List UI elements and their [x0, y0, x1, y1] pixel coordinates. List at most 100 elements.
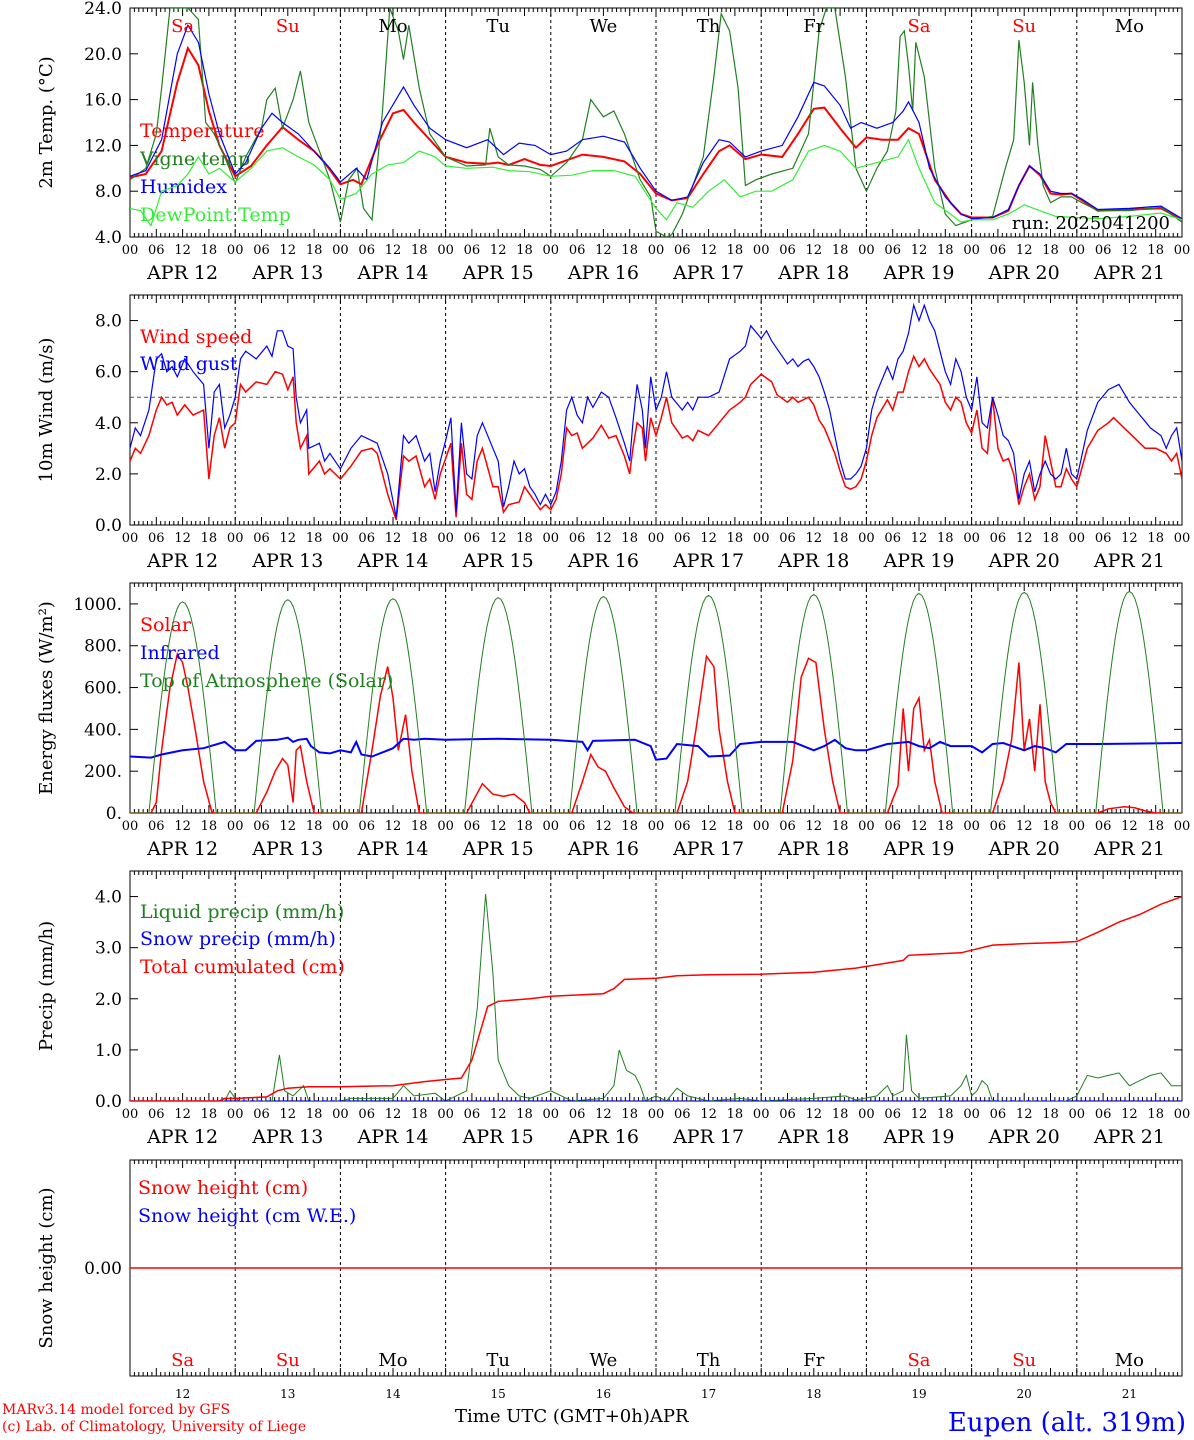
date-label: APR 17	[672, 1126, 744, 1148]
hour-label: 06	[358, 531, 375, 546]
panel-1: 4.0 8.0 12.0 16.0 20.0 24.0 2m Temp. (°C) Tempe…	[36, 0, 1190, 284]
hour-label: 06	[779, 1107, 796, 1122]
hour-label: 00	[437, 819, 454, 834]
hour-label: 12	[1016, 819, 1033, 834]
date-label: APR 14	[356, 1126, 428, 1148]
legend-entry: Top of Atmosphere (Solar)	[140, 670, 393, 692]
hour-label: 12	[174, 1107, 191, 1122]
series-line-liquid-precip-mm-h-	[130, 893, 1182, 1101]
hour-label: 06	[990, 1107, 1007, 1122]
day-number-label: 19	[911, 1387, 926, 1401]
hour-label: 18	[1147, 243, 1164, 258]
hour-label: 06	[1095, 243, 1112, 258]
date-label: APR 15	[462, 838, 534, 860]
hour-label: 18	[201, 1107, 218, 1122]
date-label: APR 21	[1093, 262, 1165, 284]
hour-label: 06	[358, 819, 375, 834]
hour-label: 00	[858, 819, 875, 834]
hour-label: 00	[1069, 531, 1086, 546]
hour-label: 06	[990, 243, 1007, 258]
hour-label: 06	[569, 531, 586, 546]
date-label: APR 20	[988, 838, 1060, 860]
legend-entry: Snow height (cm W.E.)	[138, 1205, 356, 1227]
hour-label: 12	[1121, 1107, 1138, 1122]
hour-label: 12	[1016, 243, 1033, 258]
date-label: APR 17	[672, 838, 744, 860]
hour-label: 06	[779, 531, 796, 546]
hour-label: 18	[516, 1107, 533, 1122]
date-label: APR 15	[462, 1126, 534, 1148]
day-number-label: 20	[1017, 1387, 1032, 1401]
hour-label: 12	[700, 1107, 717, 1122]
hour-label: 18	[727, 531, 744, 546]
hour-label: 18	[937, 531, 954, 546]
weekday-label: Th	[697, 16, 721, 37]
hour-label: 12	[280, 531, 297, 546]
hour-label: 12	[1121, 819, 1138, 834]
series-line-wind-speed	[130, 354, 1182, 521]
date-label: APR 13	[251, 1126, 323, 1148]
hour-label: 18	[306, 531, 323, 546]
hour-label: 00	[227, 1107, 244, 1122]
panel-5: 0.00 Snow height (cm) Snow height (cm) Snow…	[36, 1159, 1183, 1401]
hour-label: 12	[700, 531, 717, 546]
hour-label: 00	[332, 243, 349, 258]
hour-label: 00	[648, 819, 665, 834]
hour-label: 12	[174, 819, 191, 834]
hour-label: 12	[595, 243, 612, 258]
hour-label: 00	[1069, 819, 1086, 834]
date-label: APR 19	[882, 550, 954, 572]
hour-label: 12	[490, 819, 507, 834]
y-tick-label: 12.0	[84, 136, 122, 156]
date-label: APR 16	[567, 1126, 639, 1148]
y-axis-label: Precip (mm/h)	[36, 921, 57, 1051]
hour-label: 06	[884, 243, 901, 258]
hour-label: 00	[1174, 819, 1191, 834]
date-label: APR 17	[672, 550, 744, 572]
hour-label: 00	[437, 243, 454, 258]
y-tick-label: 0.00	[84, 1259, 122, 1279]
series-line-dewpoint-temp	[130, 138, 1182, 227]
legend-entry: Snow precip (mm/h)	[140, 928, 336, 950]
hour-label: 12	[595, 819, 612, 834]
hour-label: 18	[937, 243, 954, 258]
date-label: APR 16	[567, 262, 639, 284]
y-tick-label: 0.0	[95, 516, 122, 536]
date-label: APR 15	[462, 550, 534, 572]
date-label: APR 14	[356, 262, 428, 284]
hour-label: 12	[595, 531, 612, 546]
y-tick-label: 8.0	[95, 182, 122, 202]
hour-label: 06	[569, 819, 586, 834]
y-tick-label: 8.0	[95, 312, 122, 332]
hour-label: 06	[464, 1107, 481, 1122]
series-line-temperature	[130, 45, 1182, 221]
date-label: APR 12	[146, 550, 218, 572]
hour-label: 12	[1121, 243, 1138, 258]
hour-label: 18	[411, 243, 428, 258]
hour-label: 00	[858, 1107, 875, 1122]
hour-label: 00	[543, 243, 560, 258]
hour-label: 00	[963, 1107, 980, 1122]
hour-label: 06	[253, 819, 270, 834]
date-label: APR 19	[882, 838, 954, 860]
date-label: APR 14	[356, 550, 428, 572]
hour-label: 00	[963, 243, 980, 258]
weekday-label: Sa	[907, 1350, 930, 1371]
hour-label: 00	[122, 1107, 139, 1122]
legend-entry: Snow height (cm)	[138, 1177, 308, 1199]
date-label: APR 18	[777, 1126, 849, 1148]
hour-label: 00	[858, 243, 875, 258]
plot-frame	[129, 870, 1183, 1102]
legend-entry: Solar	[140, 614, 192, 636]
hour-label: 00	[227, 819, 244, 834]
hour-label: 00	[753, 819, 770, 834]
hour-label: 12	[911, 1107, 928, 1122]
weekday-label: Sa	[171, 16, 194, 37]
hour-label: 12	[806, 243, 823, 258]
legend-entry: Infrared	[140, 642, 220, 664]
hour-label: 18	[411, 531, 428, 546]
y-tick-label: 800.	[84, 637, 122, 657]
hour-label: 18	[1042, 1107, 1059, 1122]
hour-label: 00	[963, 531, 980, 546]
